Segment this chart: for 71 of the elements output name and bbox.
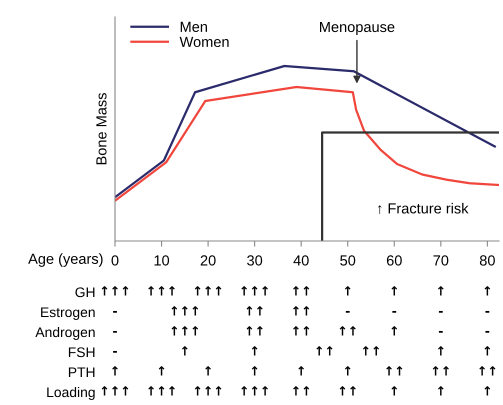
- text: ↑↑↑: [241, 386, 268, 396]
- text: ↑: [182, 346, 188, 356]
- text: ↑↑↑: [194, 386, 222, 396]
- x-tick-label: 0: [112, 255, 118, 266]
- text: ↑: [438, 346, 444, 356]
- legend-label: Women: [180, 36, 229, 48]
- text: ↑↑: [340, 386, 356, 396]
- y-tick-label: FSH: [68, 347, 94, 358]
- y-tick-label: GH: [75, 287, 94, 298]
- text: ↑: [391, 386, 398, 396]
- text: ↑: [344, 286, 351, 296]
- text: ↑: [344, 366, 351, 376]
- annotation: ↑ Fracture risk: [378, 202, 469, 214]
- text: ↑↑↑: [241, 286, 268, 296]
- text: ↑: [252, 346, 258, 356]
- legend-label: Men: [180, 22, 207, 32]
- text: -: [392, 310, 396, 313]
- y-tick-label: Loading: [47, 386, 95, 400]
- text: ↑↑: [246, 306, 263, 316]
- x-tick-label: 40: [293, 255, 309, 266]
- text: ↑↑: [479, 366, 496, 376]
- text: -: [113, 330, 117, 333]
- y-tick-label: Androgen: [35, 326, 95, 340]
- x-tick-label: 30: [247, 255, 262, 266]
- text: ↑↑↑: [102, 386, 128, 396]
- text: ↑: [158, 366, 164, 376]
- text: ↑↑: [293, 386, 310, 396]
- text: ↑: [391, 286, 398, 296]
- text: ↑↑↑: [172, 306, 198, 316]
- text: -: [438, 310, 443, 313]
- text: ↑↑: [432, 366, 449, 376]
- text: ↑↑↑: [172, 326, 198, 336]
- text: ↑: [298, 366, 304, 376]
- text: ↑↑: [246, 326, 263, 336]
- x-tick-label: 10: [154, 255, 170, 266]
- y-tick-label: Estrogen: [41, 307, 95, 320]
- text: -: [346, 310, 350, 313]
- text: ↑↑↑: [194, 286, 222, 296]
- text: ↑: [438, 386, 444, 396]
- text: -: [438, 330, 443, 333]
- text: ↑: [438, 286, 444, 296]
- text: ↑: [252, 366, 258, 376]
- text: ↑↑: [386, 366, 402, 376]
- text: ↑↑↑: [148, 286, 175, 296]
- x-tick-label: 20: [200, 255, 216, 266]
- text: ↑: [484, 286, 490, 296]
- text: ↑↑: [340, 326, 356, 336]
- text: ↑: [484, 346, 490, 356]
- x-tick-label: 60: [386, 255, 402, 266]
- text: ↑↑↑: [102, 286, 128, 296]
- text: ↑: [391, 326, 398, 336]
- text: -: [485, 310, 490, 313]
- text: ↑: [112, 366, 118, 376]
- x-tick-label: 70: [433, 255, 448, 266]
- text: Menopause: [320, 22, 394, 35]
- x-tick-label: 50: [340, 255, 356, 266]
- text: -: [113, 310, 117, 313]
- text: ↑↑↑: [148, 386, 175, 396]
- text: ↑↑: [293, 326, 310, 336]
- text: -: [485, 330, 490, 333]
- text: ↑↑: [362, 346, 380, 356]
- x-tick-label: 80: [480, 255, 495, 266]
- y-axis-title: Bone Mass: [96, 93, 107, 164]
- text: ↑↑: [316, 346, 333, 356]
- text: ↑: [484, 386, 490, 396]
- y-tick-label: PTH: [68, 367, 94, 378]
- text: ↑↑: [293, 306, 310, 316]
- text: ↑: [205, 366, 211, 376]
- x-axis-title: Age (years): [28, 253, 103, 267]
- text: ↑↑: [293, 286, 310, 296]
- text: -: [113, 350, 117, 353]
